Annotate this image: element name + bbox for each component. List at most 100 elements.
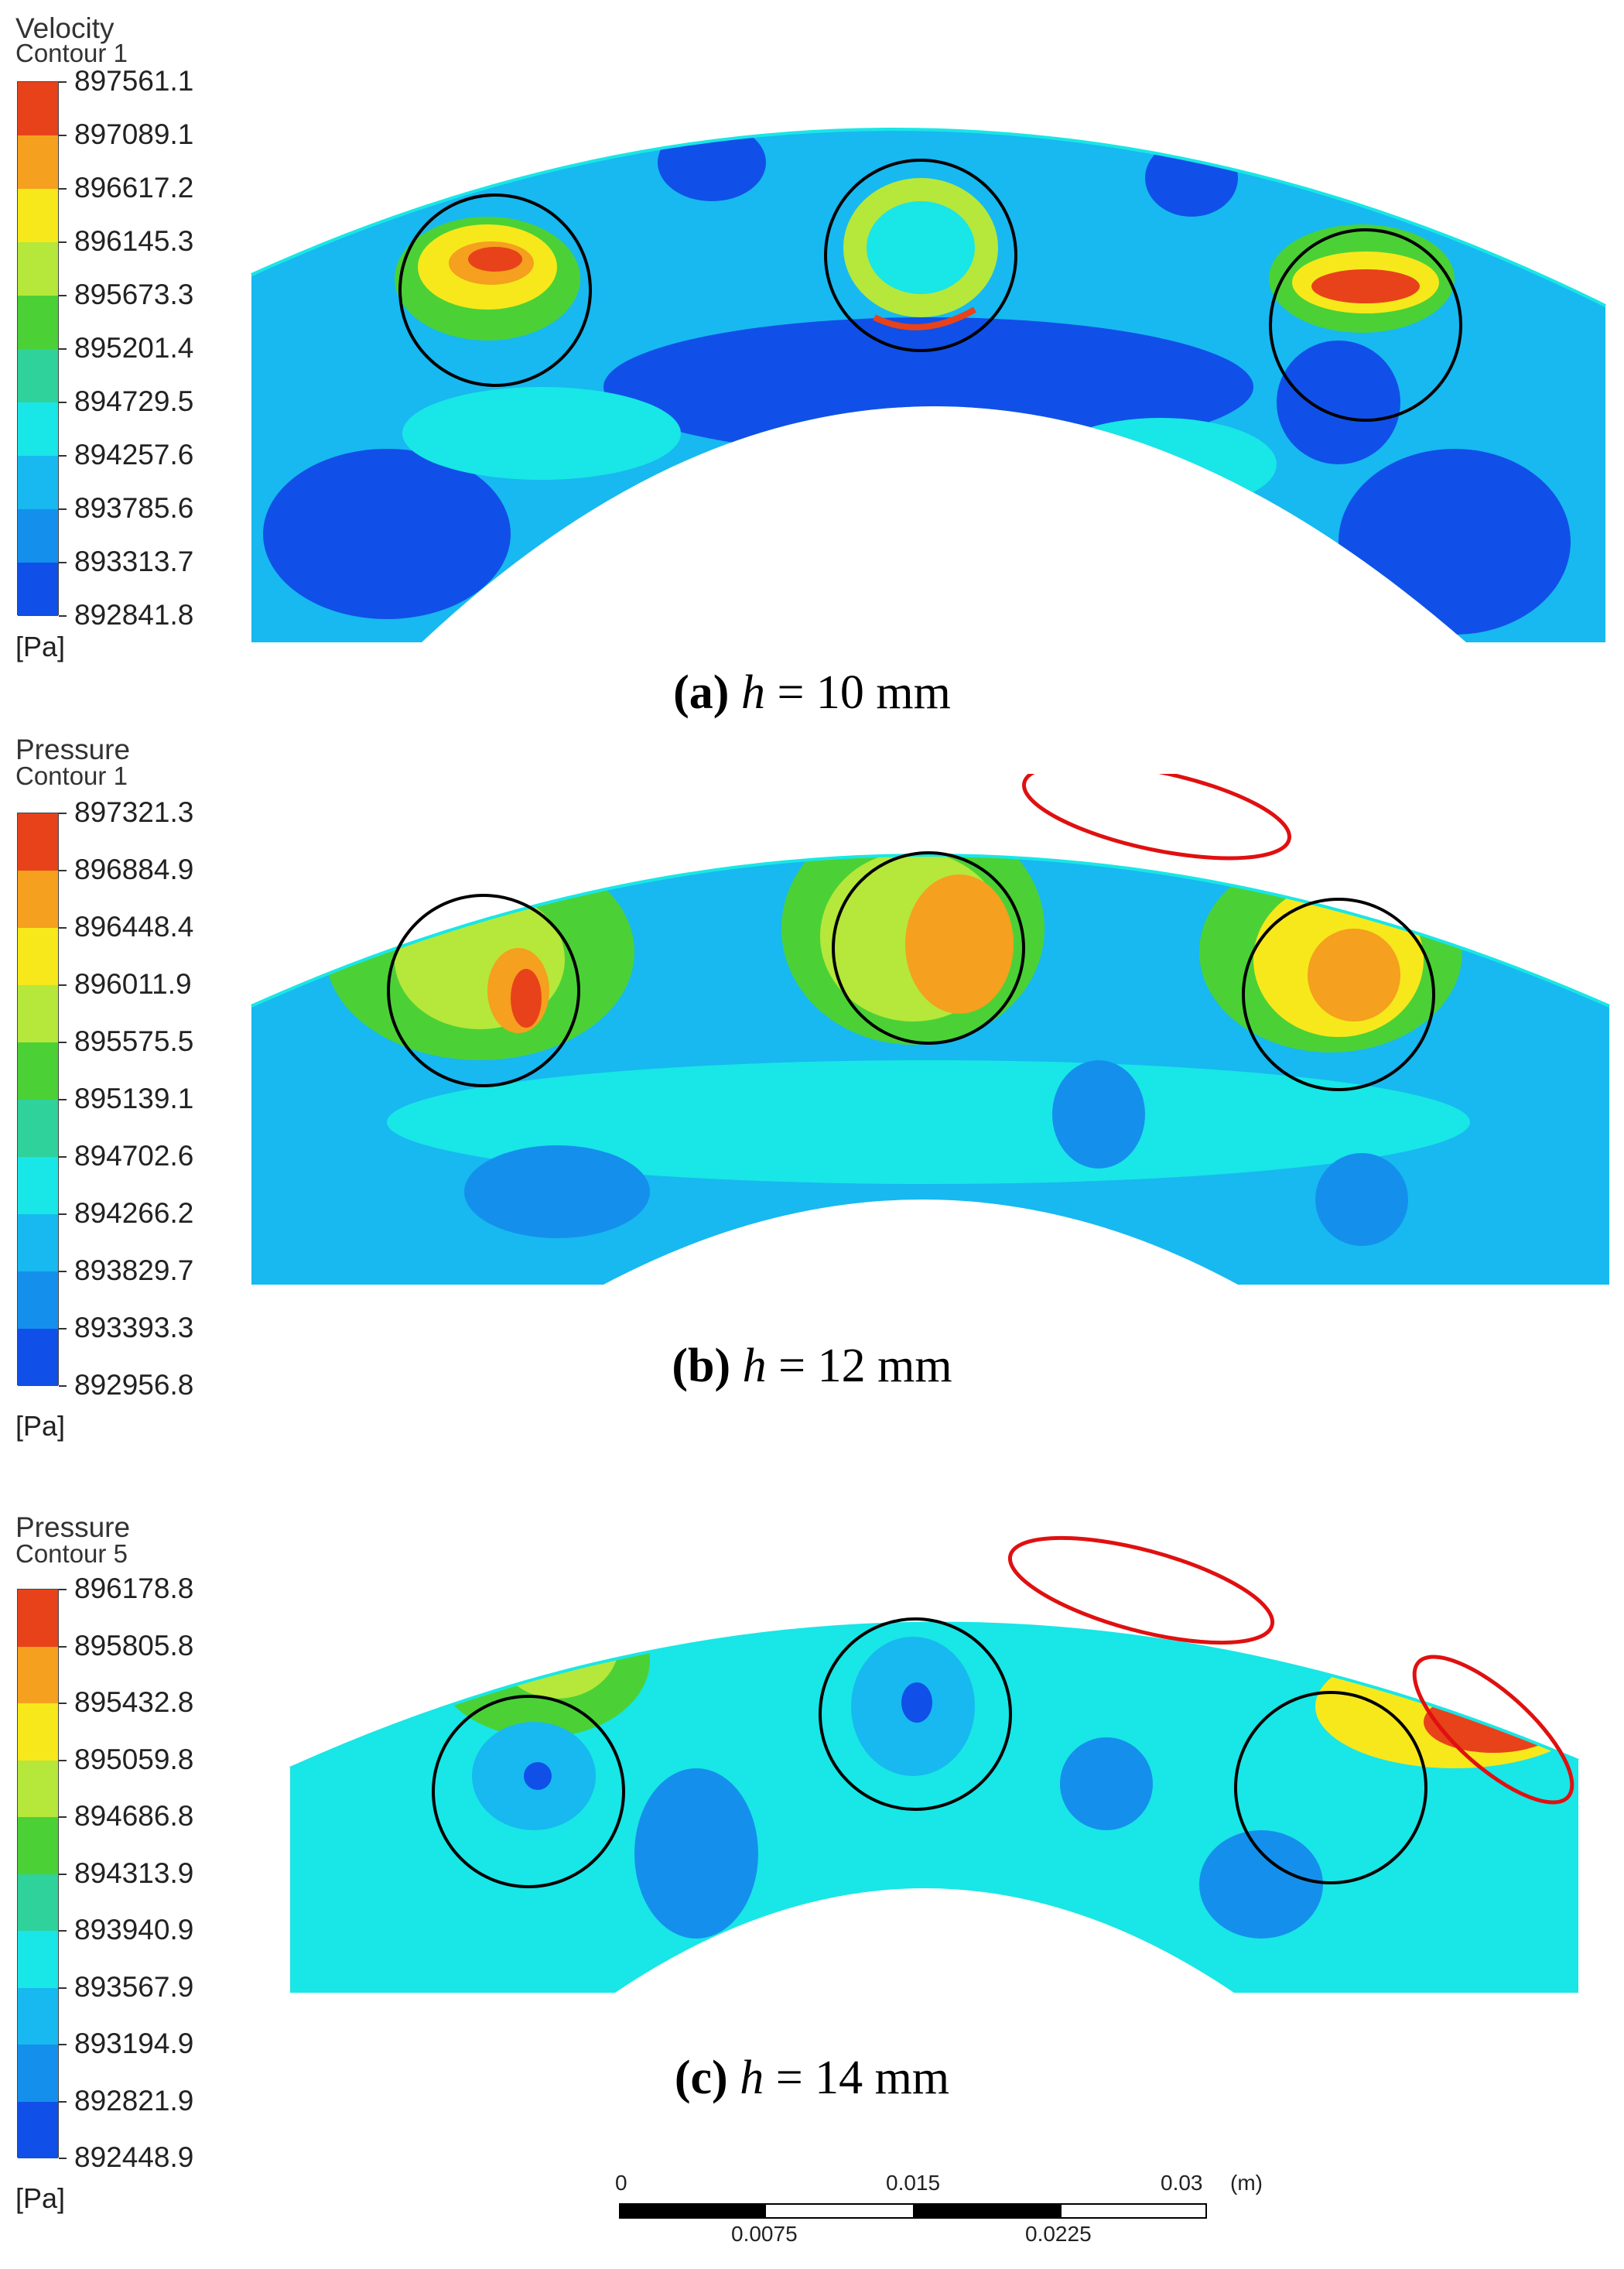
legend-swatch — [18, 189, 58, 242]
legend-value: 893567.9 — [74, 1970, 194, 2003]
legend-swatch — [18, 928, 58, 985]
legend-swatch — [18, 1760, 58, 1817]
legend-swatch — [18, 1214, 58, 1271]
legend-swatch — [18, 509, 58, 563]
legend-tick — [59, 1385, 67, 1387]
legend-swatch — [18, 1646, 58, 1703]
legend-value: 896448.4 — [74, 911, 194, 943]
legend-tick — [59, 813, 67, 814]
legend-value: 892821.9 — [74, 2084, 194, 2117]
legend-tick — [59, 1042, 67, 1043]
legend-tick — [59, 1703, 67, 1704]
scale-tick-03: 0.03 — [1161, 2171, 1203, 2195]
legend-tick — [59, 241, 67, 243]
scale-bar: 0 0.015 0.03 (m) 0.0075 0.0225 — [615, 2171, 1263, 2256]
legend-value: 894257.6 — [74, 439, 194, 471]
legend-tick — [59, 984, 67, 986]
legend-value: 896011.9 — [74, 968, 192, 1000]
legend-value: 895805.8 — [74, 1629, 194, 1662]
legend-title: Velocity — [15, 12, 115, 44]
legend-value: 895059.8 — [74, 1743, 194, 1775]
legend-tick — [59, 2158, 67, 2159]
legend-tick — [59, 295, 67, 296]
legend-swatch — [18, 1329, 58, 1386]
legend-swatch — [18, 402, 58, 456]
legend-tick — [59, 1987, 67, 1989]
legend-value: 894686.8 — [74, 1800, 194, 1832]
legend-tick — [59, 1645, 67, 1648]
panel-c: Pressure Contour 5 896178.8 895805.8 89543… — [0, 1513, 1624, 2269]
legend-value: 896145.3 — [74, 225, 194, 257]
legend-swatch — [18, 563, 58, 616]
caption-variable: h — [740, 2052, 764, 2104]
scale-segment — [1060, 2203, 1207, 2219]
legend-tick — [59, 2044, 67, 2045]
legend-value: 893194.9 — [74, 2028, 194, 2059]
legend-value: 897089.1 — [74, 118, 194, 150]
legend-swatch — [18, 1931, 58, 1988]
scale-segment — [619, 2203, 766, 2219]
legend-tick — [59, 1213, 67, 1215]
legend-value: 893829.7 — [74, 1254, 194, 1286]
legend-unit: [Pa] — [15, 631, 66, 662]
legend-tick — [59, 1816, 67, 1818]
panel-a: Velocity Contour 1 897561.1 897089.1 89661… — [0, 0, 1624, 719]
contour-plot-b — [251, 774, 1610, 1285]
legend-swatch — [18, 296, 58, 349]
scale-segment — [913, 2203, 1060, 2219]
contour-plot-a — [251, 128, 1606, 643]
legend-swatch — [18, 1271, 58, 1329]
legend-swatch — [18, 1042, 58, 1100]
caption-value: = 12 mm — [766, 1340, 952, 1392]
legend-tick — [59, 455, 67, 457]
legend-swatch — [18, 1703, 58, 1761]
caption-label: (a) — [673, 666, 730, 719]
legend-tick — [59, 1156, 67, 1158]
legend-swatch — [18, 2045, 58, 2102]
legend-value: 897561.1 — [74, 65, 194, 97]
caption-label: (c) — [674, 2052, 728, 2104]
legend-tick — [59, 348, 67, 350]
panel-b: Pressure Contour 1 897321.3 896884.9 89644… — [0, 735, 1624, 1470]
legend-value: 896178.8 — [74, 1573, 194, 1604]
legend-value: 894313.9 — [74, 1857, 194, 1889]
legend-value: 896884.9 — [74, 854, 194, 885]
legend-swatch — [18, 1987, 58, 2045]
legend-value: 894702.6 — [74, 1140, 194, 1172]
legend-tick — [59, 81, 67, 83]
legend-tick — [59, 1930, 67, 1932]
legend-tick — [59, 2100, 67, 2103]
legend-value: 895673.3 — [74, 279, 194, 310]
legend-title: Pressure — [15, 1511, 131, 1543]
legend-tick — [59, 1589, 67, 1590]
scale-tick-015: 0.015 — [886, 2171, 941, 2195]
caption-label: (b) — [672, 1340, 731, 1392]
legend-swatch — [18, 1100, 58, 1157]
legend-swatch — [18, 135, 58, 189]
legend-swatch — [18, 1817, 58, 1874]
legend-swatch — [18, 1157, 58, 1214]
scale-segment — [766, 2203, 913, 2219]
color-legend-bar — [17, 81, 59, 616]
legend-value: 895432.8 — [74, 1686, 194, 1718]
legend-value: 893313.7 — [74, 546, 194, 577]
legend-unit: [Pa] — [15, 2182, 66, 2214]
legend-tick — [59, 562, 67, 563]
legend-tick — [59, 188, 67, 190]
caption-variable: h — [742, 1340, 767, 1392]
legend-value: 892448.9 — [74, 2141, 194, 2173]
legend-tick — [59, 1328, 67, 1330]
legend-tick — [59, 508, 67, 510]
legend-subtitle: Contour 5 — [15, 1539, 128, 1568]
legend-value: 893940.9 — [74, 1914, 194, 1946]
caption-value: = 14 mm — [764, 2052, 950, 2104]
legend-tick — [59, 927, 67, 929]
legend-value: 895201.4 — [74, 332, 194, 364]
legend-value: 894729.5 — [74, 385, 194, 417]
legend-value: 896617.2 — [74, 172, 194, 204]
caption-variable: h — [740, 666, 765, 719]
legend-value: 893785.6 — [74, 492, 194, 524]
caption-b: (b) h = 12 mm — [0, 1339, 1624, 1394]
legend-tick — [59, 1873, 67, 1875]
legend-swatch — [18, 813, 58, 871]
